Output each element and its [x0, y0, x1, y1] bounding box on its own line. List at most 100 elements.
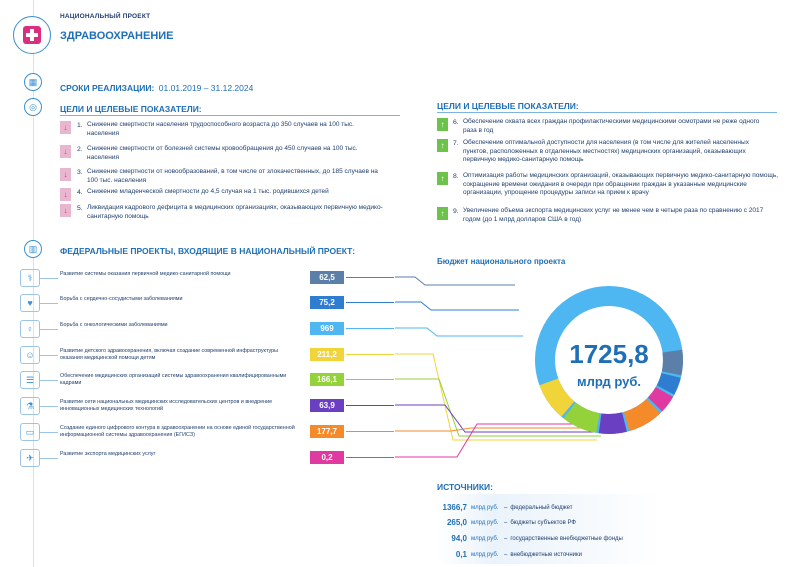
federal-project-value: 63,9 [310, 399, 344, 412]
budget-segment [661, 349, 683, 376]
federal-project-row: ▭ Создание единого цифрового контура в зд… [20, 423, 395, 445]
connector [346, 431, 394, 432]
goal-text: Снижение смертности от новообразований, … [87, 168, 378, 184]
budget-segment [563, 402, 601, 433]
connector [346, 405, 394, 406]
budget-title: Бюджет национального проекта [437, 257, 566, 266]
header-kicker: НАЦИОНАЛЬНЫЙ ПРОЕКТ [60, 13, 151, 20]
budget-segment [647, 386, 674, 412]
arrow-down-icon: ↓ [60, 121, 71, 134]
staff-icon: ☰ [20, 371, 40, 389]
source-dash: – [504, 504, 508, 511]
connector [40, 355, 58, 356]
source-label: федеральный бюджет [510, 504, 573, 511]
source-item: 1366,7 млрд руб. – федеральный бюджет [437, 501, 573, 514]
connector [40, 278, 58, 279]
budget-segment [623, 398, 661, 432]
arrow-down-icon: ↓ [60, 188, 71, 201]
federal-project-value: 0,2 [310, 451, 344, 464]
budget-connector [395, 353, 597, 441]
goal-item: ↓ 5. Ликвидация кадрового дефицита в мед… [60, 204, 387, 221]
source-item: 265,0 млрд руб. – бюджеты субъектов РФ [437, 516, 576, 529]
period-value: 01.01.2019 – 31.12.2024 [158, 83, 254, 93]
federal-project-label: Развитие экспорта медицинских услуг [60, 451, 156, 457]
goal-text: Снижение смертности от болезней системы … [87, 145, 358, 161]
budget-segment [539, 378, 575, 417]
budget-connector [395, 404, 605, 433]
goal-number: 4. [77, 189, 83, 196]
connector [346, 277, 394, 278]
connector [40, 303, 58, 304]
federal-project-value: 969 [310, 322, 344, 335]
medical-cross-icon [23, 26, 41, 44]
source-unit: млрд руб. [471, 551, 499, 558]
connector [40, 458, 58, 459]
connector-lines [395, 276, 613, 458]
source-label: бюджеты субъектов РФ [510, 519, 576, 526]
goal-item: ↓ 1. Снижение смертности населения трудо… [60, 121, 387, 138]
federal-project-row: ⚗ Развитие сети национальных медицинских … [20, 397, 395, 419]
divider [437, 112, 777, 113]
budget-connector [395, 427, 609, 432]
budget-segment [656, 372, 681, 395]
goal-number: 5. [77, 205, 83, 212]
federal-project-label: Развитие детского здравоохранения, включ… [60, 348, 279, 361]
connector [346, 354, 394, 355]
goal-number: 7. [453, 140, 459, 147]
source-unit: млрд руб. [471, 519, 499, 526]
federal-project-row: ⚕ Развитие системы оказания первичной мед… [20, 269, 395, 291]
sources-panel [437, 494, 662, 564]
goal-number: 6. [453, 119, 459, 126]
connector [346, 302, 394, 303]
federal-project-row: ✈ Развитие экспорта медицинских услуг 0,2 [20, 449, 395, 471]
source-unit: млрд руб. [471, 535, 499, 542]
budget-unit: млрд руб. [577, 374, 641, 389]
goal-item: ↑ 6. Обеспечение охвата всех граждан про… [437, 118, 773, 135]
federal-project-label: Борьба с онкологическими заболеваниями [60, 322, 168, 328]
federal-project-value: 211,2 [310, 348, 344, 361]
goal-number: 3. [77, 169, 83, 176]
goal-text: Ликвидация кадрового дефицита в медицинс… [87, 204, 383, 220]
goal-text: Обеспечение оптимальной доступности для … [463, 139, 749, 163]
child-icon: ☺ [20, 346, 40, 364]
connector [346, 379, 394, 380]
federal-project-row: ☰ Обеспечение медицинских организаций сис… [20, 371, 395, 393]
goals-right-title: ЦЕЛИ И ЦЕЛЕВЫЕ ПОКАЗАТЕЛИ: [437, 101, 579, 111]
budget-connector [395, 327, 523, 337]
goal-item: ↑ 8. Оптимизация работы медицинских орга… [437, 172, 783, 198]
goal-text: Увеличение объема экспорта медицинских у… [463, 207, 764, 223]
federal-project-label: Создание единого цифрового контура в здр… [60, 425, 295, 438]
budget-connector [395, 276, 515, 286]
federal-project-value: 177,7 [310, 425, 344, 438]
connector [40, 380, 58, 381]
goal-item: ↓ 2. Снижение смертности от болезней сис… [60, 145, 387, 162]
arrow-up-icon: ↑ [437, 139, 448, 152]
computer-icon: ▭ [20, 423, 40, 441]
source-dash: – [504, 551, 508, 558]
federal-project-value: 75,2 [310, 296, 344, 309]
calendar-icon: ▦ [24, 73, 42, 91]
budget-segment [598, 412, 627, 434]
federal-title: ФЕДЕРАЛЬНЫЕ ПРОЕКТЫ, ВХОДЯЩИЕ В НАЦИОНАЛ… [60, 246, 356, 256]
source-unit: млрд руб. [471, 504, 499, 511]
budget-segments [539, 349, 683, 434]
federal-project-label: Развитие сети национальных медицинских и… [60, 399, 273, 412]
source-label: внебюджетные источники [510, 551, 582, 558]
source-item: 0,1 млрд руб. – внебюджетные источники [437, 548, 582, 561]
goal-text: Снижение младенческой смертности до 4,5 … [87, 188, 329, 195]
connector [346, 457, 394, 458]
page-title: ЗДРАВООХРАНЕНИЕ [60, 30, 174, 42]
goals-left-title: ЦЕЛИ И ЦЕЛЕВЫЕ ПОКАЗАТЕЛИ: [60, 104, 202, 114]
period: СРОКИ РЕАЛИЗАЦИИ: 01.01.2019 – 31.12.202… [60, 78, 253, 96]
goal-number: 2. [77, 146, 83, 153]
connector [40, 406, 58, 407]
source-value: 265,0 [446, 518, 467, 527]
goal-item: ↓ 4. Снижение младенческой смертности до… [60, 188, 407, 201]
federal-project-value: 166,1 [310, 373, 344, 386]
heart-icon: ♥ [20, 294, 40, 312]
arrow-up-icon: ↑ [437, 172, 448, 185]
target-icon: ◎ [24, 98, 42, 116]
connector [346, 328, 394, 329]
goal-item: ↑ 7. Обеспечение оптимальной доступности… [437, 139, 773, 165]
goal-text: Обеспечение охвата всех граждан профилак… [463, 118, 760, 134]
